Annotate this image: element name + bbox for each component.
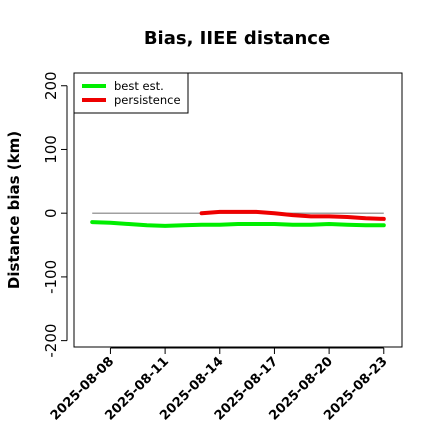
y-tick-label: 200: [42, 71, 60, 100]
legend-label-persistence: persistence: [114, 93, 181, 107]
legend-label-best-est: best est.: [114, 79, 164, 93]
series-line-best-est: [90, 220, 386, 228]
series-line-persistence: [199, 209, 386, 221]
y-tick-label: -100: [42, 260, 60, 294]
plot-frame: [73, 72, 403, 348]
y-tick-label: 0: [42, 208, 60, 218]
chart-title: Bias, IIEE distance: [144, 28, 330, 49]
plot-area: -200-10001002002025-08-082025-08-112025-…: [42, 71, 403, 424]
legend: best est.persistence: [73, 72, 189, 114]
y-axis-label: Distance bias (km): [5, 131, 23, 289]
legend-box: [73, 72, 189, 114]
y-tick-label: 100: [42, 135, 60, 164]
y-tick-label: -200: [42, 324, 60, 358]
